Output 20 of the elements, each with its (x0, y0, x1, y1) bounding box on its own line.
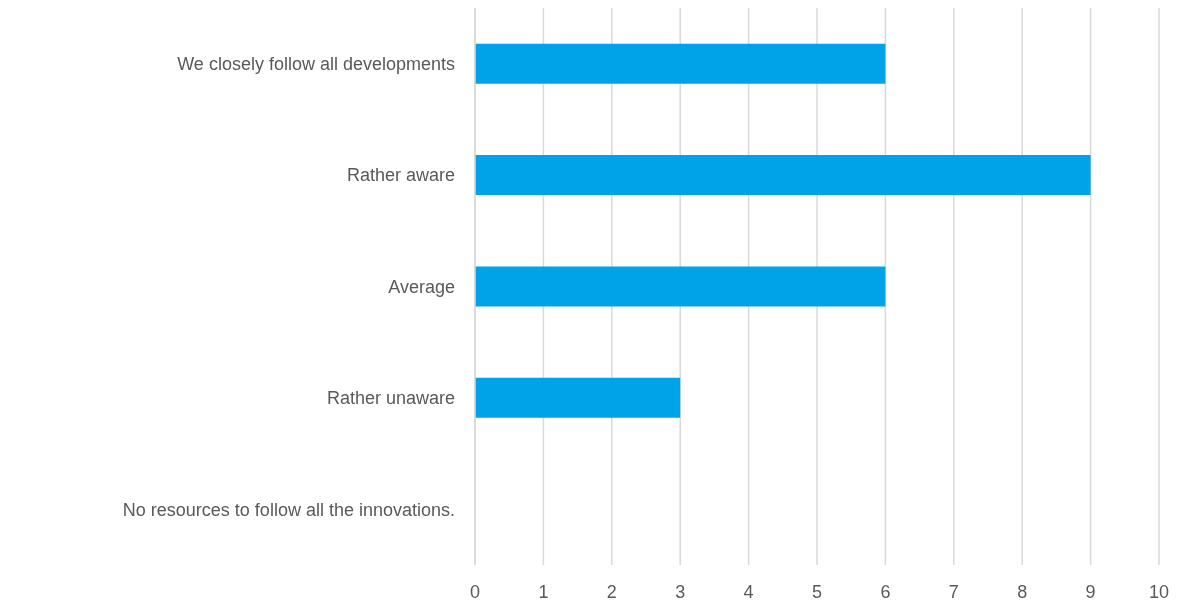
x-tick-label: 2 (606, 581, 617, 602)
x-tick-label: 1 (538, 581, 549, 602)
y-tick-label: No resources to follow all the innovations. (122, 499, 455, 520)
x-tick-label: 8 (1017, 581, 1028, 602)
y-tick-label: Rather unaware (326, 388, 455, 409)
y-tick-label: Average (388, 276, 455, 297)
x-tick-label: 9 (1085, 581, 1096, 602)
y-tick-label: We closely follow all developments (177, 54, 455, 75)
bar (475, 155, 1091, 196)
bar (475, 377, 681, 418)
x-tick-label: 0 (469, 581, 481, 602)
bar (475, 43, 886, 84)
y-tick-label: Rather aware (346, 165, 455, 186)
x-tick-label: 5 (811, 581, 823, 602)
x-tick-label: 7 (948, 581, 959, 602)
x-tick-label: 10 (1148, 581, 1170, 602)
x-tick-label: 6 (880, 581, 891, 602)
x-tick-label: 3 (675, 581, 686, 602)
x-tick-label: 4 (743, 581, 754, 602)
bar (475, 266, 886, 307)
